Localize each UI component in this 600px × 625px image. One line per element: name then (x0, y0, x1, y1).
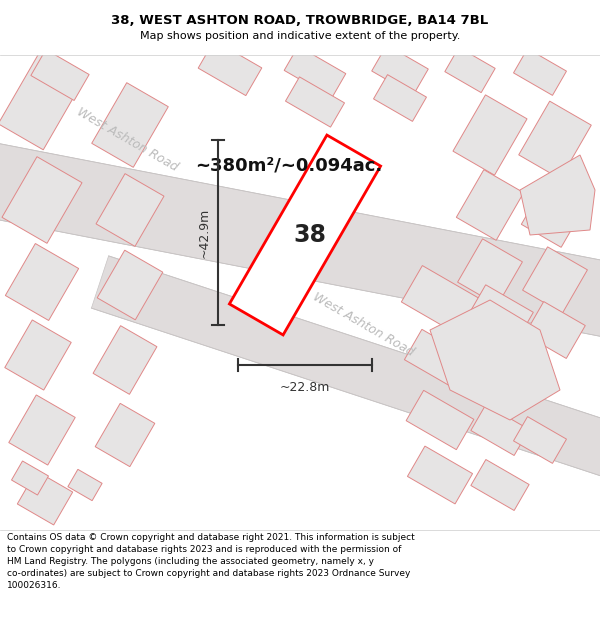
Polygon shape (525, 301, 585, 359)
Polygon shape (11, 461, 49, 495)
Text: West Ashton Road: West Ashton Road (310, 291, 416, 359)
Polygon shape (520, 155, 595, 235)
Polygon shape (523, 247, 587, 313)
Polygon shape (406, 391, 474, 449)
Polygon shape (457, 169, 524, 241)
Text: Contains OS data © Crown copyright and database right 2021. This information is : Contains OS data © Crown copyright and d… (7, 533, 415, 591)
Text: West Ashton Road: West Ashton Road (75, 106, 181, 174)
Polygon shape (0, 50, 86, 150)
Polygon shape (17, 471, 73, 525)
Polygon shape (374, 74, 427, 121)
Polygon shape (467, 285, 533, 345)
Polygon shape (514, 417, 566, 463)
Polygon shape (514, 49, 566, 96)
Polygon shape (286, 77, 344, 127)
Text: 38, WEST ASHTON ROAD, TROWBRIDGE, BA14 7BL: 38, WEST ASHTON ROAD, TROWBRIDGE, BA14 7… (112, 14, 488, 27)
Polygon shape (96, 174, 164, 246)
Polygon shape (471, 404, 529, 456)
Polygon shape (404, 329, 476, 391)
Polygon shape (469, 345, 530, 399)
Polygon shape (519, 101, 591, 179)
Polygon shape (2, 157, 82, 243)
Text: 38: 38 (293, 223, 326, 247)
Polygon shape (229, 135, 380, 335)
Polygon shape (458, 239, 523, 305)
Polygon shape (372, 45, 428, 95)
Polygon shape (9, 395, 75, 465)
Polygon shape (453, 95, 527, 175)
Polygon shape (445, 48, 495, 92)
Text: ~22.8m: ~22.8m (280, 381, 330, 394)
Polygon shape (95, 403, 155, 467)
Polygon shape (5, 244, 79, 321)
Text: Map shows position and indicative extent of the property.: Map shows position and indicative extent… (140, 31, 460, 41)
Polygon shape (198, 41, 262, 96)
Polygon shape (430, 300, 560, 420)
Polygon shape (93, 326, 157, 394)
Polygon shape (284, 46, 346, 98)
Polygon shape (92, 82, 168, 168)
Text: ~42.9m: ~42.9m (197, 208, 211, 258)
Polygon shape (521, 177, 589, 248)
Polygon shape (5, 320, 71, 390)
Polygon shape (401, 266, 479, 334)
Polygon shape (31, 49, 89, 101)
Polygon shape (91, 256, 600, 476)
Polygon shape (471, 459, 529, 511)
Polygon shape (0, 143, 600, 337)
Polygon shape (68, 469, 102, 501)
Polygon shape (407, 446, 473, 504)
Polygon shape (97, 250, 163, 320)
Text: ~380m²/~0.094ac.: ~380m²/~0.094ac. (195, 156, 382, 174)
